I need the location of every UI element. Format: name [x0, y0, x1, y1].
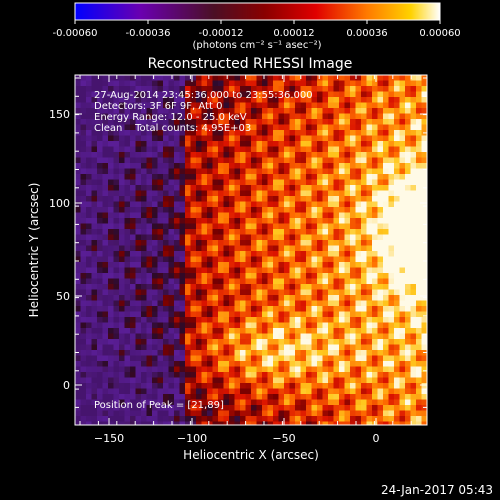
- y-tick-label: 100: [49, 197, 70, 210]
- rhessi-image-map: [75, 75, 427, 425]
- y-tick-label: 50: [56, 290, 70, 303]
- plot-title: Reconstructed RHESSI Image: [148, 56, 353, 72]
- footer-date: 24-Jan-2017 05:43: [381, 483, 493, 497]
- colorbar-tick-label: 0.00012: [273, 28, 314, 39]
- x-tick-label: −150: [94, 432, 124, 445]
- clean-counts-annotation: Clean Total counts: 4.95E+03: [94, 123, 251, 134]
- colorbar-tick-label: -0.00060: [53, 28, 98, 39]
- energy-range-annotation: Energy Range: 12.0 - 25.0 keV: [94, 112, 247, 123]
- colorbar-units: (photons cm⁻² s⁻¹ asec⁻²): [192, 40, 321, 51]
- image-annotations: 27-Aug-2014 23:45:36.000 to 23:55:36.000…: [94, 90, 313, 411]
- colorbar: -0.00060 -0.00036 -0.00012 0.00012 0.000…: [53, 2, 461, 51]
- colorbar-tick-label: -0.00012: [199, 28, 244, 39]
- plot-frame: [74, 74, 428, 426]
- x-axis-label: Heliocentric X (arcsec): [183, 448, 319, 462]
- y-axis-label: Heliocentric Y (arcsec): [27, 183, 41, 318]
- x-tick-label: −100: [177, 432, 207, 445]
- x-tick-label: 0: [373, 432, 380, 445]
- detectors-annotation: Detectors: 3F 6F 9F, Att 0: [94, 101, 222, 112]
- axis-tick-marks: [75, 75, 427, 425]
- x-tick-label: −50: [272, 432, 295, 445]
- peak-position-annotation: Position of Peak = [21,89]: [94, 400, 224, 411]
- colorbar-tick-label: 0.00036: [346, 28, 387, 39]
- colorbar-tick-marks: [74, 20, 441, 24]
- colorbar-tick-label: 0.00060: [419, 28, 460, 39]
- colorbar-gradient: [74, 2, 441, 21]
- y-tick-label: 0: [63, 379, 70, 392]
- time-range-annotation: 27-Aug-2014 23:45:36.000 to 23:55:36.000: [94, 90, 313, 101]
- y-tick-label: 150: [49, 108, 70, 121]
- colorbar-tick-label: -0.00036: [126, 28, 171, 39]
